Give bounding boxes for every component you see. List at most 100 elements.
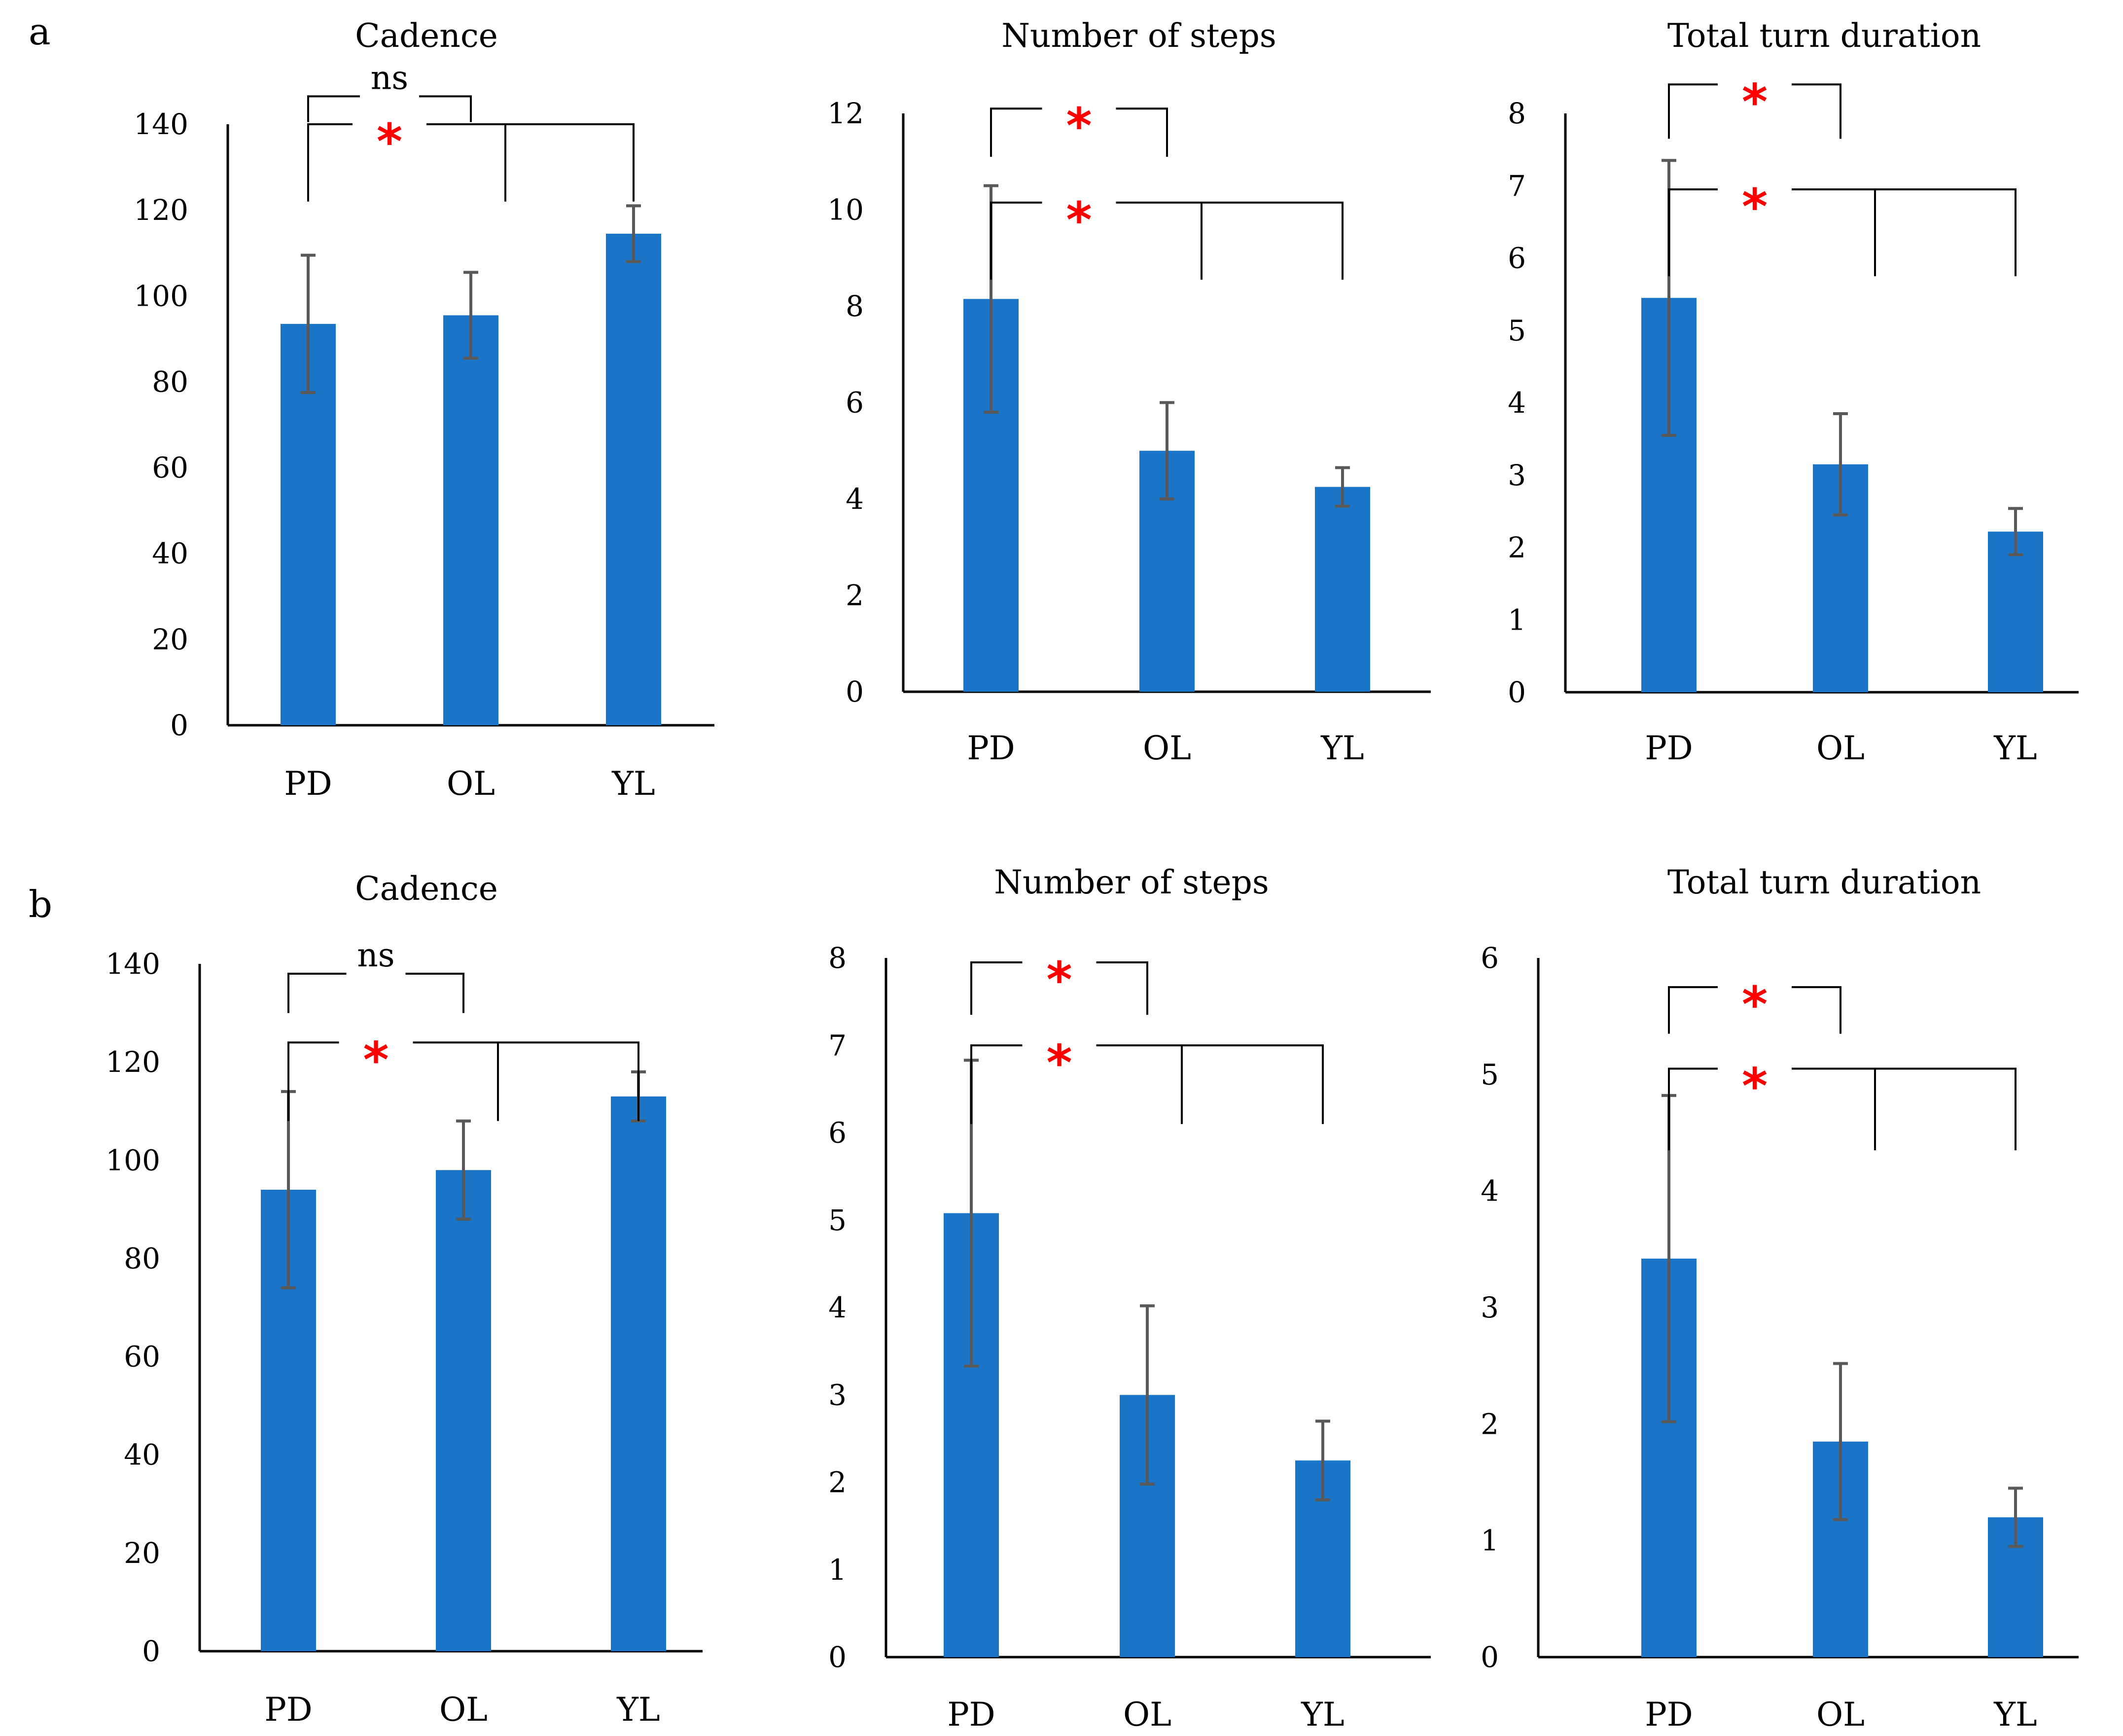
y-tick-label: 5 [1481, 1058, 1499, 1091]
y-tick-label: 6 [846, 386, 864, 420]
chart-5: Number of steps 0 1 2 3 4 5 6 7 8 PD OL YL * * [828, 863, 1431, 1734]
bar-ol [443, 315, 498, 725]
significance-star: * [1066, 97, 1092, 155]
y-tick-label: 100 [106, 1143, 160, 1177]
y-tick-label: 140 [134, 107, 188, 141]
bar-ol [436, 1170, 491, 1651]
bar-yl [1315, 487, 1370, 692]
y-tick-label: 20 [124, 1536, 160, 1570]
chart-title: Cadence [355, 17, 498, 55]
significance-bracket [1668, 1067, 2017, 1150]
y-tick-label: 2 [1481, 1407, 1499, 1441]
y-tick-label: 1 [1481, 1524, 1499, 1558]
category-label-ol: OL [1143, 729, 1191, 767]
bar-yl [1988, 531, 2043, 692]
y-tick-label: 4 [846, 482, 864, 516]
category-label-pd: PD [264, 1691, 312, 1729]
y-tick-label: 12 [827, 97, 864, 130]
y-tick-label: 120 [106, 1045, 160, 1079]
y-tick-label: 3 [1508, 459, 1526, 492]
y-tick-label: 4 [1508, 386, 1526, 420]
category-label-ol: OL [439, 1691, 488, 1729]
y-tick-label: 5 [828, 1204, 847, 1237]
error-bar-ol [1833, 412, 1848, 517]
y-tick-label: 20 [152, 623, 188, 656]
significance-bracket [287, 1041, 639, 1121]
y-tick-label: 2 [846, 579, 864, 612]
y-tick-label: 7 [828, 1028, 847, 1062]
error-bar-ol [463, 271, 478, 360]
category-label-yl: YL [611, 765, 655, 803]
category-label-yl: YL [1301, 1696, 1344, 1734]
error-bar-yl [626, 204, 641, 263]
significance-star: * [1046, 951, 1072, 1009]
significance-bracket [990, 201, 1344, 280]
significance-bracket [307, 123, 635, 202]
significance-star: * [363, 1031, 389, 1089]
chart-4: Cadence 0 20 40 60 80 100 120 140 PD OL YL ns * [106, 870, 703, 1729]
panel-label-a: a [29, 10, 51, 53]
category-label-yl: YL [1320, 729, 1364, 767]
category-label-pd: PD [967, 729, 1015, 767]
y-tick-label: 60 [152, 451, 188, 485]
category-label-ol: OL [1816, 1696, 1865, 1734]
y-tick-label: 0 [846, 675, 864, 709]
significance-bracket [970, 1044, 1324, 1124]
significance-ns: ns [371, 59, 408, 97]
y-tick-label: 1 [1508, 603, 1526, 637]
y-tick-label: 0 [1481, 1640, 1499, 1674]
error-bar-ol [1833, 1362, 1848, 1522]
significance-star: * [1742, 73, 1768, 131]
category-label-pd: PD [1645, 729, 1693, 767]
category-label-ol: OL [1816, 729, 1865, 767]
y-tick-label: 2 [828, 1466, 847, 1499]
error-bar-ol [456, 1119, 471, 1221]
significance-bracket [970, 961, 1148, 1015]
chart-title: Total turn duration [1667, 17, 1981, 55]
significance-star: * [1742, 976, 1768, 1033]
error-bar-yl [2008, 507, 2023, 557]
y-tick-label: 100 [134, 279, 188, 313]
panel-label-b: b [29, 883, 52, 926]
significance-star: * [1742, 1058, 1768, 1115]
y-tick-label: 4 [1481, 1174, 1499, 1208]
significance-bracket [990, 107, 1168, 157]
y-tick-label: 8 [828, 941, 847, 975]
y-tick-label: 40 [124, 1438, 160, 1472]
y-tick-label: 0 [170, 709, 188, 742]
y-tick-label: 80 [152, 365, 188, 398]
y-tick-label: 0 [1508, 675, 1526, 709]
significance-star: * [1066, 191, 1092, 249]
significance-bracket [307, 95, 472, 122]
category-label-ol: OL [447, 765, 495, 803]
y-tick-label: 40 [152, 537, 188, 570]
significance-star: * [1742, 178, 1768, 236]
category-label-yl: YL [616, 1691, 660, 1729]
y-tick-label: 6 [1508, 242, 1526, 275]
category-label-ol: OL [1123, 1696, 1171, 1734]
y-tick-label: 120 [134, 193, 188, 227]
chart-title: Cadence [355, 870, 498, 908]
y-tick-label: 7 [1508, 169, 1526, 203]
category-label-yl: YL [1993, 1696, 2037, 1734]
bar-yl [606, 234, 661, 726]
significance-star: * [377, 113, 402, 171]
significance-star: * [1046, 1034, 1072, 1092]
chart-3: Total turn duration 0 1 2 3 4 5 6 7 8 PD OL YL * * [1508, 17, 2079, 767]
chart-title: Number of steps [994, 863, 1269, 901]
significance-bracket [287, 972, 464, 1013]
y-tick-label: 10 [827, 193, 864, 227]
category-label-pd: PD [284, 765, 332, 803]
significance-bracket [1668, 986, 1841, 1034]
y-tick-label: 4 [828, 1291, 847, 1324]
significance-bracket [1668, 188, 2017, 277]
chart-6: Total turn duration 0 1 2 3 4 5 6 PD OL YL * * [1481, 863, 2079, 1734]
error-bar-ol [1160, 401, 1174, 500]
bar-yl [611, 1096, 666, 1651]
category-label-pd: PD [947, 1696, 995, 1734]
y-tick-label: 0 [828, 1640, 847, 1674]
y-tick-label: 2 [1508, 531, 1526, 565]
error-bar-yl [1335, 466, 1350, 508]
